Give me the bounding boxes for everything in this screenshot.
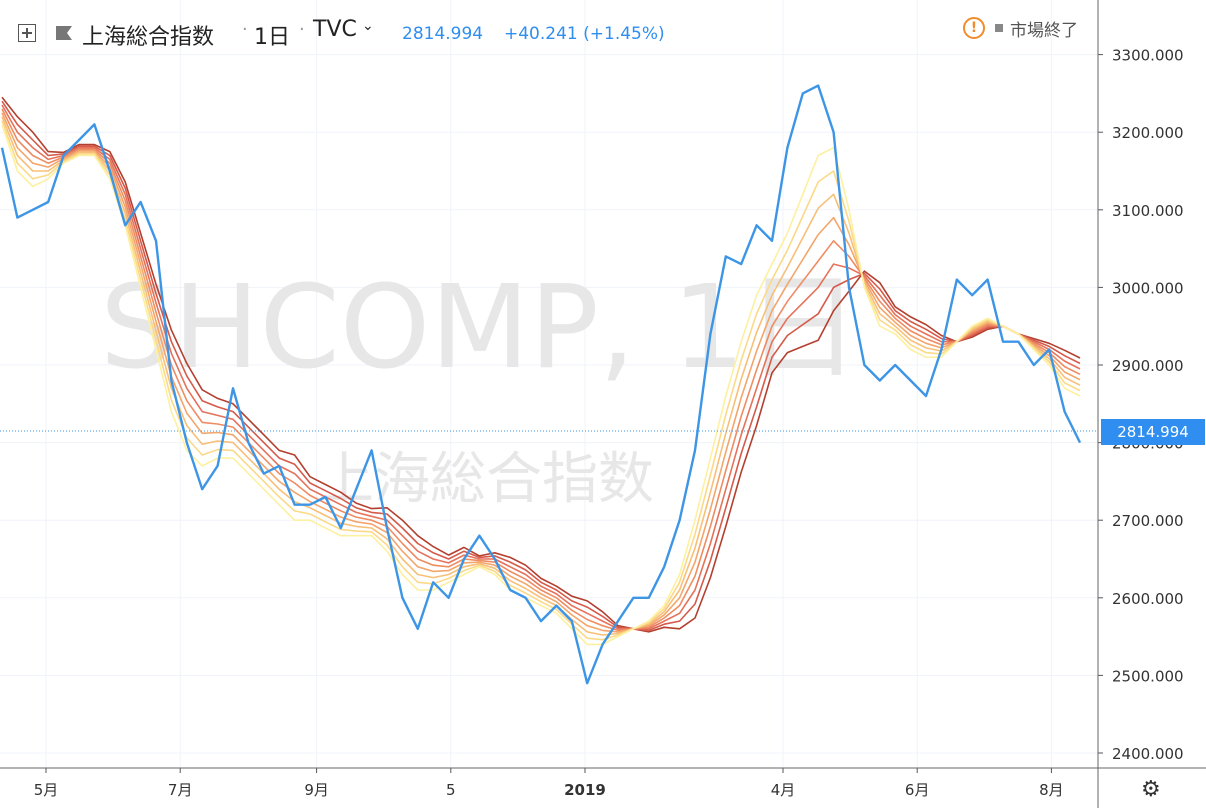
ribbon-line [1, 100, 1081, 632]
y-tick-label: 2600.000 [1112, 590, 1184, 608]
ribbon-line [1, 112, 1081, 633]
x-tick-label: 6月 [905, 781, 930, 799]
ribbon-line [1, 96, 1081, 633]
x-tick-label: 4月 [771, 781, 796, 799]
plus-square-icon[interactable] [18, 24, 36, 42]
x-tick-label: 7月 [168, 781, 193, 799]
watermark: SHCOMP, 1日 上海総合指数 [100, 261, 860, 512]
chevron-down-icon[interactable]: ⌄ [362, 18, 374, 34]
exclamation-circle-icon[interactable]: ! [963, 17, 985, 39]
y-tick-label: 2700.000 [1112, 512, 1184, 530]
interval-label[interactable]: 1日 [254, 25, 290, 50]
flag-icon[interactable] [55, 25, 73, 41]
y-tick-label: 2500.000 [1112, 667, 1184, 685]
x-tick-label: 5 [446, 781, 456, 799]
y-tick-label: 3300.000 [1112, 47, 1184, 65]
ribbon-line [1, 124, 1081, 646]
ribbon-line [1, 104, 1081, 630]
x-tick-label: 2019 [564, 781, 606, 799]
separator-dot: · [242, 19, 248, 40]
last-price: 2814.994 [402, 24, 484, 44]
y-tick-label: 3200.000 [1112, 124, 1184, 142]
x-tick-label: 8月 [1039, 781, 1064, 799]
market-status-dot [995, 24, 1003, 32]
ribbon-line [1, 108, 1081, 632]
ribbon-line [1, 116, 1081, 636]
y-tick-label: 2400.000 [1112, 745, 1184, 763]
last-price-badge: 2814.994 [1101, 419, 1205, 445]
y-tick-label: 2900.000 [1112, 357, 1184, 375]
exchange-label[interactable]: TVC [313, 17, 357, 42]
gear-icon[interactable]: ⚙ [1141, 777, 1161, 802]
chart-header: 上海総合指数 · 1日 · TVC ⌄ 2814.994 +40.241 (+1… [0, 0, 1098, 62]
separator-dot: · [299, 19, 305, 40]
price-change: +40.241 (+1.45%) [504, 24, 665, 44]
watermark-symbol: SHCOMP, 1日 [100, 261, 860, 395]
x-tick-label: 9月 [304, 781, 329, 799]
grid [0, 0, 1098, 768]
x-tick-label: 5月 [34, 781, 59, 799]
y-tick-label: 3000.000 [1112, 279, 1184, 297]
symbol-name[interactable]: 上海総合指数 [82, 25, 215, 50]
y-tick-label: 3100.000 [1112, 202, 1184, 220]
market-status: 市場終了 [1010, 21, 1078, 41]
price-line [0, 84, 1082, 685]
series-layer [0, 84, 1098, 685]
